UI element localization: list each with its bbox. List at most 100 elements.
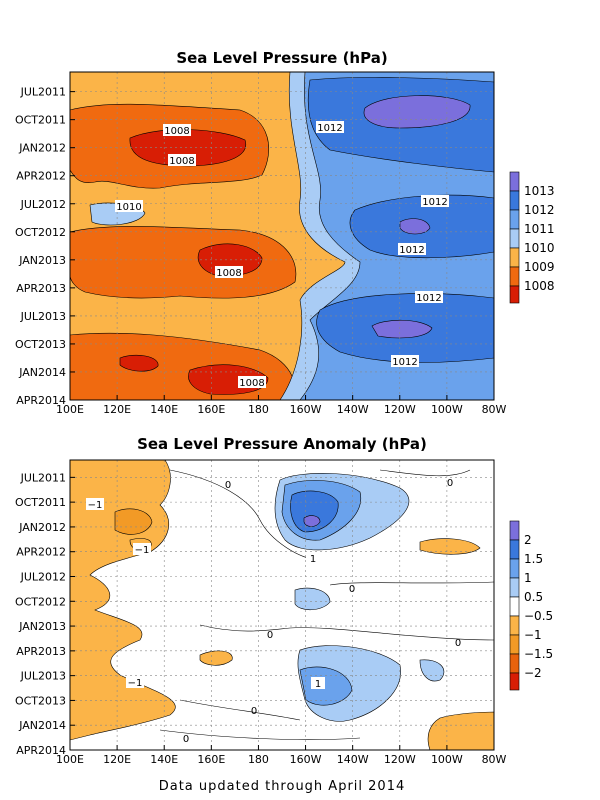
top-colorbar-label: 1011 <box>524 222 555 236</box>
top-region-1013 <box>363 95 471 339</box>
bottom-colorbar-label: 0.5 <box>524 590 543 604</box>
top-x-tick-label: 120E <box>103 403 131 416</box>
bottom-colorbar-label: 1 <box>524 571 532 585</box>
top-y-tick-label: JUL2012 <box>20 198 66 211</box>
bottom-contour-labels: −1 −1 1 1 −1 0 0 0 0 0 0 0 <box>86 478 461 745</box>
top-colorbar-swatch <box>509 247 520 268</box>
bottom-contour-label: 0 <box>183 734 189 745</box>
top-y-tick-label: APR2014 <box>16 394 66 407</box>
bottom-y-tick-label: JUL2013 <box>20 670 66 683</box>
top-chart-field <box>70 72 494 400</box>
bottom-chart-field <box>70 460 494 750</box>
top-region-1008 <box>70 103 297 400</box>
bottom-contour-label: −1 <box>135 545 150 556</box>
footer-note: Data updated through April 2014 <box>159 779 406 794</box>
top-colorbar-label: 1012 <box>524 203 555 217</box>
bottom-contour-label: 1 <box>310 554 316 565</box>
top-y-tick-label: JAN2013 <box>18 254 66 267</box>
top-y-tick-label: OCT2013 <box>15 338 66 351</box>
bottom-colorbar-label: −1 <box>524 628 542 642</box>
top-y-tick-label: JAN2014 <box>18 366 66 379</box>
bot-region-pos2 <box>303 515 321 527</box>
top-x-tick-label: 100W <box>431 403 463 416</box>
bottom-grid <box>70 460 494 750</box>
bottom-colorbar-swatch <box>509 653 520 674</box>
top-contour-label: 1012 <box>317 123 342 134</box>
bottom-x-tick-label: 180 <box>248 753 269 766</box>
bottom-x-tick-label: 160E <box>197 753 225 766</box>
top-colorbar-swatch <box>509 285 520 304</box>
top-x-tick-label: 180 <box>248 403 269 416</box>
bottom-x-tick-label: 100W <box>431 753 463 766</box>
bottom-y-tick-label: JAN2012 <box>18 521 66 534</box>
bottom-y-tick-label: APR2014 <box>16 744 66 757</box>
bot-region-pos1 <box>281 480 362 706</box>
bottom-y-tick-label: JUL2012 <box>20 570 66 583</box>
bottom-x-tick-label: 140E <box>150 753 178 766</box>
top-x-tick-label: 100E <box>56 403 84 416</box>
top-contour-label: 1012 <box>399 245 424 256</box>
top-colorbar-label: 1010 <box>524 241 555 255</box>
bottom-chart-title: Sea Level Pressure Anomaly (hPa) <box>137 435 427 453</box>
top-colorbar-swatch <box>509 190 520 211</box>
top-colorbar-label: 1008 <box>524 279 555 293</box>
top-region-1007 <box>119 129 269 395</box>
top-y-tick-label: APR2012 <box>16 170 66 183</box>
top-ticks: 100E 120E 140E 160E 180 160W 140W 120W 100W 80W JU… <box>15 86 507 416</box>
top-colorbar-label: 1009 <box>524 260 555 274</box>
bottom-x-tick-label: 80W <box>482 753 507 766</box>
bottom-contour-label: 0 <box>455 638 461 649</box>
bottom-colorbar-swatch <box>509 558 520 579</box>
top-colorbar: 1013 1012 1011 1010 1009 1008 <box>509 171 555 304</box>
bottom-colorbar-swatch <box>509 634 520 655</box>
bottom-contour-label: 0 <box>225 480 231 491</box>
bot-zero-contours <box>159 469 494 740</box>
bot-region-pos15 <box>290 490 339 533</box>
bottom-contour-label: −1 <box>128 678 143 689</box>
top-y-tick-label: APR2013 <box>16 282 66 295</box>
bottom-x-tick-label: 120W <box>384 753 416 766</box>
bottom-colorbar-swatch <box>509 596 520 617</box>
bottom-contour-label: 0 <box>251 706 257 717</box>
top-colorbar-swatch <box>509 228 520 249</box>
top-chart-title: Sea Level Pressure (hPa) <box>176 49 387 67</box>
bottom-colorbar-label: −1.5 <box>524 647 553 661</box>
top-contour-label: 1008 <box>239 378 264 389</box>
top-x-tick-label: 80W <box>482 403 507 416</box>
bottom-contour-label: 0 <box>447 478 453 489</box>
top-contour-label: 1008 <box>169 156 194 167</box>
bottom-colorbar-label: 2 <box>524 533 532 547</box>
bottom-x-tick-label: 160W <box>290 753 322 766</box>
top-contour-label: 1008 <box>164 126 189 137</box>
bot-region-neg1 <box>114 508 153 535</box>
bottom-contour-label: 1 <box>315 679 321 690</box>
top-x-tick-label: 120W <box>384 403 416 416</box>
bottom-y-tick-label: JAN2014 <box>18 719 66 732</box>
bottom-y-tick-label: OCT2011 <box>15 496 66 509</box>
bottom-colorbar-swatch <box>509 520 520 541</box>
bottom-y-tick-label: JUL2011 <box>20 471 66 484</box>
bottom-y-tick-label: APR2013 <box>16 645 66 658</box>
top-contour-label: 1012 <box>392 357 417 368</box>
bottom-x-tick-label: 120E <box>103 753 131 766</box>
bottom-colorbar: 2 1.5 1 0.5 −0.5 −1 −1.5 −2 <box>509 520 553 691</box>
bottom-colorbar-swatch <box>509 615 520 636</box>
bottom-colorbar-label: −0.5 <box>524 609 553 623</box>
top-contour-label: 1010 <box>116 202 141 213</box>
top-y-tick-label: JUL2013 <box>20 310 66 323</box>
top-y-tick-label: OCT2012 <box>15 226 66 239</box>
bottom-colorbar-label: −2 <box>524 666 542 680</box>
top-y-tick-label: JAN2012 <box>18 142 66 155</box>
top-colorbar-swatch <box>509 209 520 230</box>
top-x-tick-label: 160E <box>197 403 225 416</box>
bottom-y-tick-label: APR2012 <box>16 546 66 559</box>
top-y-tick-label: JUL2011 <box>20 86 66 99</box>
bottom-frame <box>69 459 495 751</box>
bottom-contour-label: 0 <box>267 630 273 641</box>
bottom-colorbar-swatch <box>509 672 520 691</box>
bottom-x-tick-label: 140W <box>337 753 369 766</box>
top-contour-label: 1012 <box>422 197 447 208</box>
bottom-contour-label: −1 <box>88 500 103 511</box>
top-colorbar-swatch <box>509 171 520 192</box>
